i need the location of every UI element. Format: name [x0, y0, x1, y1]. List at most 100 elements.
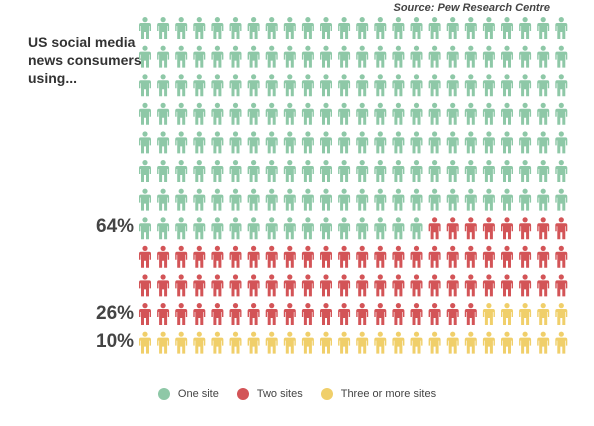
- person-icon-two-sites: [501, 217, 513, 240]
- person-icon-one-site: [229, 45, 242, 68]
- person-icon-two-sites: [428, 217, 441, 240]
- person-icon-one-site: [482, 160, 495, 182]
- person-icon-one-site: [446, 17, 459, 39]
- person-icon-one-site: [193, 188, 206, 211]
- person-icon-one-site: [501, 74, 513, 97]
- legend-dot-two-sites: [236, 388, 249, 400]
- person-icon-one-site: [320, 217, 332, 240]
- person-icon-one-site: [537, 17, 550, 39]
- person-icon-two-sites: [482, 274, 495, 297]
- person-icon-one-site: [555, 74, 568, 97]
- person-icon-one-site: [356, 160, 369, 182]
- person-icon-one-site: [265, 131, 278, 154]
- legend-label-two-sites: Two sites: [256, 388, 303, 400]
- person-icon-one-site: [464, 74, 477, 97]
- person-icon-one-site: [356, 217, 369, 240]
- person-icon-one-site: [482, 17, 495, 39]
- person-icon-two-sites: [338, 303, 351, 325]
- person-icon-one-site: [501, 45, 513, 68]
- person-icon-one-site: [356, 74, 369, 97]
- person-icon-one-site: [283, 17, 296, 39]
- person-icon-two-sites: [211, 303, 224, 325]
- person-icon-two-sites: [229, 245, 242, 268]
- person-icon-one-site: [410, 217, 423, 240]
- person-icon-one-site: [446, 131, 459, 154]
- person-icon-one-site: [283, 188, 296, 211]
- person-icon-two-sites: [265, 303, 278, 325]
- person-icon-one-site: [501, 102, 513, 125]
- person-icon-one-site: [555, 160, 568, 182]
- person-icon-one-site: [501, 17, 513, 39]
- legend-item-three-or-more-sites: Three or more sites: [320, 388, 437, 400]
- person-icon-one-site: [211, 74, 224, 97]
- person-icon-one-site: [482, 131, 495, 154]
- person-icon-one-site: [139, 102, 151, 125]
- source-note: Source: Pew Research Centre: [393, 2, 550, 14]
- person-icon-two-sites: [392, 245, 405, 268]
- person-icon-one-site: [482, 102, 495, 125]
- person-icon-one-site: [229, 188, 242, 211]
- person-icon-one-site: [392, 188, 405, 211]
- person-icon-one-site: [193, 17, 206, 39]
- person-icon-one-site: [519, 45, 532, 68]
- person-icon-one-site: [265, 217, 278, 240]
- person-icon-one-site: [139, 45, 151, 68]
- person-icon-one-site: [229, 74, 242, 97]
- person-icon-one-site: [211, 188, 224, 211]
- person-icon-three-or-more-sites: [139, 331, 151, 354]
- person-icon-one-site: [537, 188, 550, 211]
- person-icon-one-site: [428, 131, 441, 154]
- person-icon-one-site: [139, 188, 151, 211]
- person-icon-one-site: [410, 45, 423, 68]
- person-icon-one-site: [301, 102, 314, 125]
- person-icon-two-sites: [265, 245, 278, 268]
- person-icon-two-sites: [482, 217, 495, 240]
- person-icon-one-site: [482, 74, 495, 97]
- person-icon-one-site: [519, 74, 532, 97]
- person-icon-two-sites: [193, 274, 206, 297]
- person-icon-two-sites: [283, 303, 296, 325]
- person-icon-one-site: [392, 131, 405, 154]
- person-icon-three-or-more-sites: [555, 303, 568, 325]
- person-icon-two-sites: [247, 245, 260, 268]
- person-icon-one-site: [555, 17, 568, 39]
- person-icon-two-sites: [247, 303, 260, 325]
- person-icon-one-site: [374, 45, 387, 68]
- person-icon-two-sites: [139, 274, 151, 297]
- person-icon-two-sites: [446, 274, 459, 297]
- person-icon-one-site: [555, 102, 568, 125]
- legend-label-three-or-more-sites: Three or more sites: [340, 388, 437, 400]
- person-icon-one-site: [392, 160, 405, 182]
- legend-label-one-site: One site: [177, 388, 219, 400]
- person-icon-one-site: [157, 45, 170, 68]
- person-icon-one-site: [374, 217, 387, 240]
- person-icon-two-sites: [482, 245, 495, 268]
- person-icon-two-sites: [501, 274, 513, 297]
- person-icon-one-site: [247, 131, 260, 154]
- person-icon-two-sites: [410, 274, 423, 297]
- person-icon-two-sites: [410, 245, 423, 268]
- person-icon-two-sites: [175, 274, 188, 297]
- person-icon-three-or-more-sites: [338, 331, 351, 354]
- person-icon-one-site: [428, 17, 441, 39]
- legend: One site Two sites Three or more sites: [0, 388, 594, 400]
- person-icon-one-site: [247, 74, 260, 97]
- person-icon-one-site: [464, 131, 477, 154]
- person-icon-one-site: [175, 45, 188, 68]
- person-icon-one-site: [446, 74, 459, 97]
- person-icon-one-site: [175, 17, 188, 39]
- person-icon-two-sites: [301, 245, 314, 268]
- person-icon-one-site: [139, 17, 151, 39]
- pictogram-chart: [139, 17, 568, 354]
- person-icon-one-site: [519, 188, 532, 211]
- person-icon-one-site: [555, 188, 568, 211]
- person-icon-one-site: [356, 45, 369, 68]
- person-icon-two-sites: [193, 303, 206, 325]
- person-icon-one-site: [374, 188, 387, 211]
- person-icon-one-site: [283, 45, 296, 68]
- person-icon-three-or-more-sites: [356, 331, 369, 354]
- person-icon-one-site: [464, 45, 477, 68]
- person-icon-one-site: [157, 131, 170, 154]
- person-icon-two-sites: [374, 303, 387, 325]
- person-icon-one-site: [446, 160, 459, 182]
